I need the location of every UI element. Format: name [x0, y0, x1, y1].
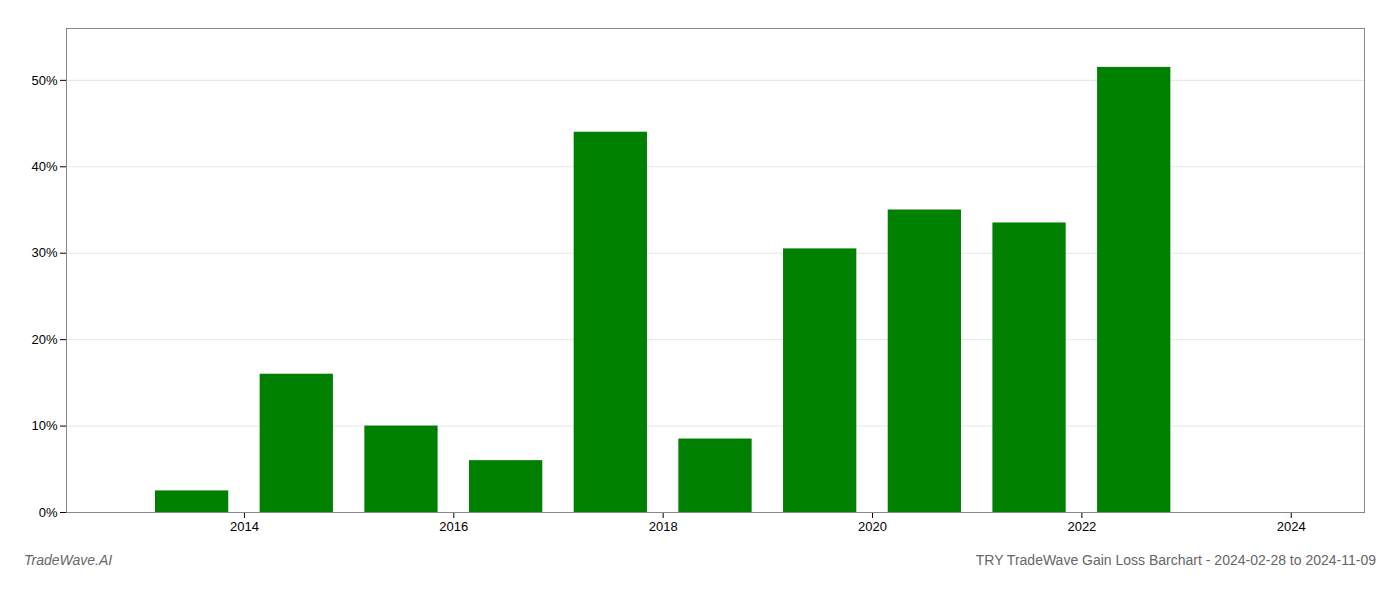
html-text:TradeWave.AI: TradeWave.AI	[24, 552, 113, 568]
html-text:TRY TradeWave Gain Loss Barcha: TRY TradeWave Gain Loss Barchart - 2024-…	[975, 552, 1376, 568]
svg-text:50%: 50%	[31, 73, 57, 88]
svg-text:2022: 2022	[1067, 519, 1096, 534]
svg-text:20%: 20%	[31, 332, 57, 347]
svg-text:10%: 10%	[31, 418, 57, 433]
svg-text:2024: 2024	[1277, 519, 1306, 534]
svg-text:40%: 40%	[31, 159, 57, 174]
svg-text:2018: 2018	[649, 519, 678, 534]
svg-text:2020: 2020	[858, 519, 887, 534]
svg-text:2016: 2016	[439, 519, 468, 534]
svg-text:0%: 0%	[39, 505, 58, 520]
svg-text:2014: 2014	[230, 519, 259, 534]
svg-text:30%: 30%	[31, 245, 57, 260]
